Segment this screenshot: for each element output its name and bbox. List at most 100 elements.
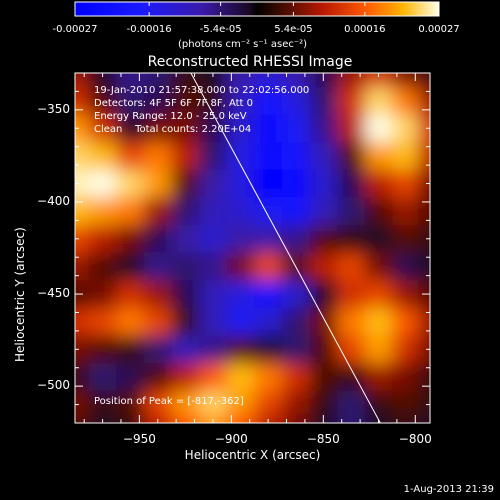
heatmap-cell xyxy=(75,73,90,88)
heatmap-cell xyxy=(199,114,228,143)
heatmap-cell xyxy=(309,224,338,254)
heatmap-cell xyxy=(75,390,90,415)
heatmap-cell xyxy=(309,335,338,364)
heatmap-cell xyxy=(254,142,283,171)
heatmap-cell xyxy=(116,197,145,226)
heatmap-cell xyxy=(281,73,311,88)
heatmap-cell xyxy=(143,73,173,88)
heatmap-cell xyxy=(226,114,255,143)
heatmap-cell xyxy=(171,252,200,281)
heatmap-cell xyxy=(309,73,338,88)
heatmap-cell xyxy=(309,114,338,143)
heatmap-cell xyxy=(364,86,393,115)
heatmap-cell xyxy=(199,86,228,115)
heatmap-cell xyxy=(143,307,173,336)
heatmap-cell xyxy=(254,169,283,198)
y-axis-label: Heliocentric Y (arcsec) xyxy=(13,227,27,362)
heatmap-cell xyxy=(116,169,145,198)
heatmap-cell xyxy=(281,413,311,423)
heatmap-cell xyxy=(418,73,430,88)
heatmap-cell xyxy=(88,280,117,309)
heatmap-cell xyxy=(88,390,117,415)
heatmap-cell xyxy=(226,335,255,364)
heatmap-cell xyxy=(199,307,228,336)
heatmap-cell xyxy=(199,390,228,415)
heatmap-cell xyxy=(171,114,200,143)
heatmap-cell xyxy=(418,114,430,143)
heatmap-cell xyxy=(116,363,145,392)
heatmap-cell xyxy=(88,197,117,226)
heatmap-cell xyxy=(254,73,283,88)
x-tick-label: −800 xyxy=(398,432,432,446)
heatmap-cell xyxy=(199,363,228,392)
heatmap-cell xyxy=(281,86,311,115)
y-tick-label: −400 xyxy=(37,193,70,208)
heatmap-cell xyxy=(309,169,338,198)
heatmap-cell xyxy=(418,142,430,171)
colorbar-tick-label: 0.00016 xyxy=(344,24,386,35)
heatmap-cell xyxy=(116,390,145,415)
colorbar-tick-label: -0.00016 xyxy=(126,24,172,35)
heatmap-cell xyxy=(418,390,430,415)
heatmap-cell xyxy=(281,114,311,143)
heatmap-cell xyxy=(116,413,145,423)
heatmap-cell xyxy=(226,307,255,336)
heatmap-cell xyxy=(392,169,419,198)
heatmap-cell xyxy=(337,86,366,115)
solar-limb-line xyxy=(190,73,381,423)
heatmap-cell xyxy=(364,252,393,281)
annotation-peak-position: Position of Peak = [-817,-362] xyxy=(94,396,244,407)
heatmap-cell xyxy=(88,413,117,423)
heatmap-cell xyxy=(75,197,90,226)
heatmap-cell xyxy=(88,114,117,143)
heatmap-cell xyxy=(88,224,117,254)
heatmap-cell xyxy=(75,169,90,198)
heatmap-cell xyxy=(364,142,393,171)
heatmap-cell xyxy=(75,307,90,336)
heatmap-cell xyxy=(226,390,255,415)
heatmap-cell xyxy=(171,363,200,392)
plot-frame xyxy=(74,72,431,424)
heatmap-cell xyxy=(418,252,430,281)
heatmap-cell xyxy=(199,335,228,364)
heatmap-cell xyxy=(88,73,117,88)
heatmap-cell xyxy=(337,114,366,143)
heatmap-cell xyxy=(199,413,228,423)
heatmap-cell xyxy=(143,363,173,392)
heatmap-cell xyxy=(143,280,173,309)
heatmap-cell xyxy=(171,169,200,198)
heatmap-cell xyxy=(171,197,200,226)
heatmap-cell xyxy=(254,280,283,309)
heatmap-cell xyxy=(364,224,393,254)
heatmap-cell xyxy=(418,335,430,364)
colorbar-units-label: (photons cm⁻² s⁻¹ asec⁻²) xyxy=(178,39,308,50)
heatmap-cell xyxy=(116,252,145,281)
x-tick-label: −850 xyxy=(306,432,340,446)
annotation-time-range: 19-Jan-2010 21:57:38.000 to 22:02:56.000 xyxy=(94,85,310,96)
heatmap-cell xyxy=(254,252,283,281)
heatmap-cell xyxy=(116,224,145,254)
heatmap-cells xyxy=(75,73,430,423)
heatmap-cell xyxy=(88,363,117,392)
heatmap-cell xyxy=(392,224,419,254)
annotation-detectors: Detectors: 4F 5F 6F 7F 8F, Att 0 xyxy=(94,98,254,109)
annotation-energy: Energy Range: 12.0 - 25.0 keV xyxy=(94,111,247,122)
heatmap-cell xyxy=(309,252,338,281)
heatmap-cell xyxy=(226,86,255,115)
heatmap-cell xyxy=(364,114,393,143)
heatmap-cell xyxy=(116,114,145,143)
y-tick-label: −450 xyxy=(37,286,70,301)
heatmap-cell xyxy=(392,390,419,415)
heatmap-cell xyxy=(364,307,393,336)
heatmap-cell xyxy=(75,363,90,392)
colorbar-tick-label: 0.00027 xyxy=(418,24,460,35)
heatmap-cell xyxy=(309,86,338,115)
heatmap-cell xyxy=(199,197,228,226)
heatmap-cell xyxy=(143,169,173,198)
heatmap-cell xyxy=(337,197,366,226)
heatmap-cell xyxy=(75,413,90,423)
colorbar xyxy=(74,1,440,17)
heatmap-cell xyxy=(116,142,145,171)
colorbar-tick-label: -0.00027 xyxy=(52,24,98,35)
